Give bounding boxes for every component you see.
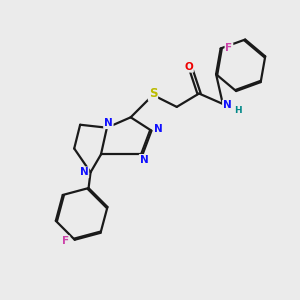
Text: H: H — [234, 106, 242, 115]
Text: N: N — [140, 155, 148, 165]
Text: N: N — [104, 118, 113, 128]
Text: O: O — [184, 62, 193, 72]
Text: N: N — [223, 100, 232, 110]
Text: N: N — [80, 167, 88, 177]
Text: N: N — [154, 124, 162, 134]
Text: F: F — [225, 44, 233, 53]
Text: S: S — [149, 87, 157, 100]
Text: F: F — [62, 236, 69, 246]
